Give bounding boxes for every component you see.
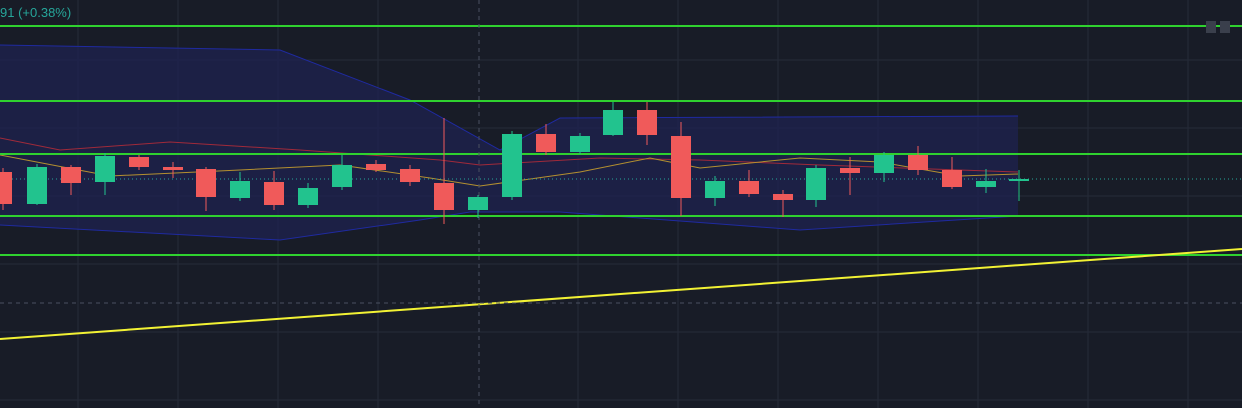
bollinger-band — [0, 45, 1018, 240]
price-change: 91 (+0.38%) — [0, 5, 71, 20]
trend-line — [0, 248, 1242, 340]
levels — [0, 25, 1242, 256]
toolbar-icons[interactable] — [1206, 21, 1230, 33]
candles — [0, 102, 1029, 224]
band-upper — [0, 44, 1019, 151]
band-lower — [0, 211, 1019, 241]
